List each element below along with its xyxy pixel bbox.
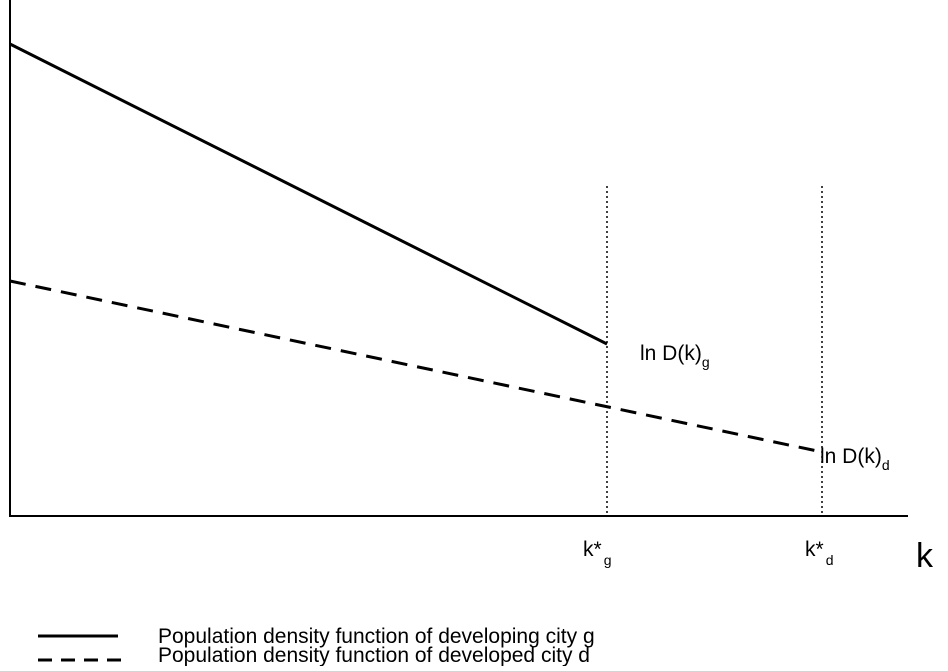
marker-label-subscript: d — [826, 552, 834, 568]
curve-label-subscript: g — [702, 354, 710, 370]
dashed-curve — [9, 279, 823, 454]
solid-curve — [9, 42, 608, 346]
marker-label-subscript: g — [604, 552, 612, 568]
curve-label: ln D(k)d — [820, 445, 890, 473]
legend-entry: Population density function of developin… — [158, 625, 595, 648]
legend-entry: Population density function of developed… — [158, 644, 590, 666]
curve-label-subscript: d — [882, 457, 890, 473]
marker-label-text: k* — [805, 538, 824, 561]
curve-label: ln D(k)g — [640, 342, 710, 370]
curve-label-text: ln D(k) — [820, 445, 882, 468]
curve-label-text: ln D(k) — [640, 342, 702, 365]
x-axis-label: k — [916, 537, 934, 575]
marker-label: k* g — [583, 538, 611, 568]
marker-label-text: k* — [583, 538, 602, 561]
marker-label: k* d — [805, 538, 833, 568]
